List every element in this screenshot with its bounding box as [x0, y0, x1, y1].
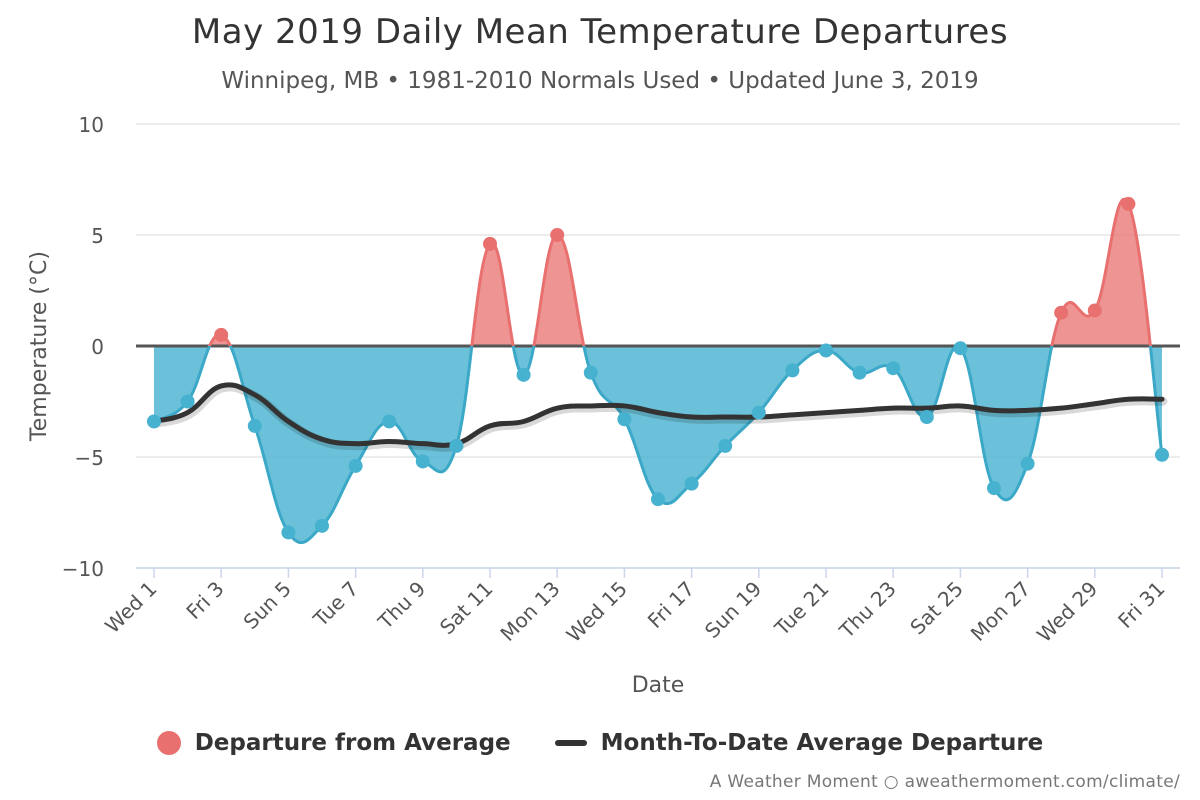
departure-point[interactable] — [550, 228, 565, 242]
departure-point[interactable] — [651, 492, 665, 507]
departure-point[interactable] — [1155, 447, 1169, 462]
departure-point[interactable] — [1121, 196, 1136, 211]
departure-point[interactable] — [315, 518, 329, 533]
legend-item-departure[interactable]: Departure from Average — [156, 730, 511, 756]
departure-point[interactable] — [1087, 303, 1102, 318]
departure-points — [147, 196, 1169, 540]
departure-point[interactable] — [348, 458, 363, 473]
y-tick-label: 5 — [91, 224, 104, 248]
y-tick-label: 0 — [91, 335, 104, 359]
legend-item-month-to-date[interactable]: Month-To-Date Average Departure — [554, 730, 1044, 756]
x-tick-label: Wed 15 — [562, 577, 632, 647]
positive-departure-area — [154, 199, 1162, 346]
departure-point[interactable] — [852, 365, 867, 380]
legend: Departure from Average Month-To-Date Ave… — [0, 730, 1200, 756]
legend-label-departure: Departure from Average — [194, 730, 511, 756]
x-tick-label: Fri 31 — [1113, 577, 1169, 633]
departure-point[interactable] — [449, 438, 464, 453]
x-tick-label: Mon 27 — [966, 577, 1035, 646]
x-tick-label: Sun 19 — [700, 577, 766, 643]
departure-point[interactable] — [819, 343, 833, 358]
legend-label-month-to-date: Month-To-Date Average Departure — [600, 730, 1044, 756]
departure-point[interactable] — [214, 327, 229, 342]
x-tick-label: Thu 23 — [834, 577, 901, 644]
x-tick-label: Tue 21 — [769, 577, 833, 641]
departure-point[interactable] — [1054, 305, 1069, 320]
x-tick-label: Sun 5 — [239, 577, 296, 634]
departure-point[interactable] — [583, 365, 598, 380]
departure-point[interactable] — [382, 414, 397, 429]
legend-marker-month-to-date — [554, 740, 587, 746]
departure-point[interactable] — [751, 405, 766, 420]
departure-point[interactable] — [516, 367, 531, 382]
departure-point[interactable] — [281, 525, 296, 540]
departure-point[interactable] — [919, 410, 934, 425]
departure-point[interactable] — [785, 363, 800, 378]
chart-subtitle: Winnipeg, MB • 1981-2010 Normals Used • … — [221, 68, 979, 94]
departure-point[interactable] — [684, 476, 699, 491]
departure-point[interactable] — [180, 394, 195, 409]
month-to-date-line-path — [151, 382, 1165, 448]
legend-marker-departure — [156, 731, 181, 755]
x-tick-label: Mon 13 — [495, 577, 564, 646]
departure-point[interactable] — [483, 236, 497, 251]
credits-link[interactable]: A Weather Moment ○ aweathermoment.com/cl… — [709, 772, 1180, 792]
departure-area — [154, 199, 1162, 543]
departure-point[interactable] — [953, 341, 968, 356]
departure-point[interactable] — [415, 454, 430, 469]
y-tick-label: −10 — [62, 557, 104, 581]
departure-point[interactable] — [886, 361, 901, 376]
y-tick-label: −5 — [75, 446, 104, 470]
negative-departure-area — [154, 346, 1162, 543]
departure-point[interactable] — [1020, 456, 1035, 471]
departure-point[interactable] — [617, 412, 632, 427]
month-to-date-line — [150, 382, 1168, 452]
x-tick-label: Fri 3 — [181, 577, 228, 624]
departure-point[interactable] — [247, 418, 262, 433]
departure-point[interactable] — [718, 438, 733, 453]
x-tick-label: Fri 17 — [643, 577, 699, 633]
x-tick-label: Sat 11 — [435, 577, 498, 640]
chart-title: May 2019 Daily Mean Temperature Departur… — [191, 12, 1009, 52]
y-axis-label: Temperature (°C) — [27, 251, 52, 442]
x-axis-label: Date — [632, 673, 685, 698]
departure-point[interactable] — [147, 414, 161, 429]
x-tick-label: Thu 9 — [373, 577, 431, 635]
departure-point[interactable] — [987, 481, 1001, 496]
y-tick-label: 10 — [79, 113, 104, 137]
x-tick-label: Sat 25 — [905, 577, 968, 640]
x-tick-label: Wed 29 — [1032, 577, 1102, 647]
x-tick-label: Tue 7 — [308, 577, 363, 632]
x-tick-label: Wed 1 — [100, 577, 161, 638]
